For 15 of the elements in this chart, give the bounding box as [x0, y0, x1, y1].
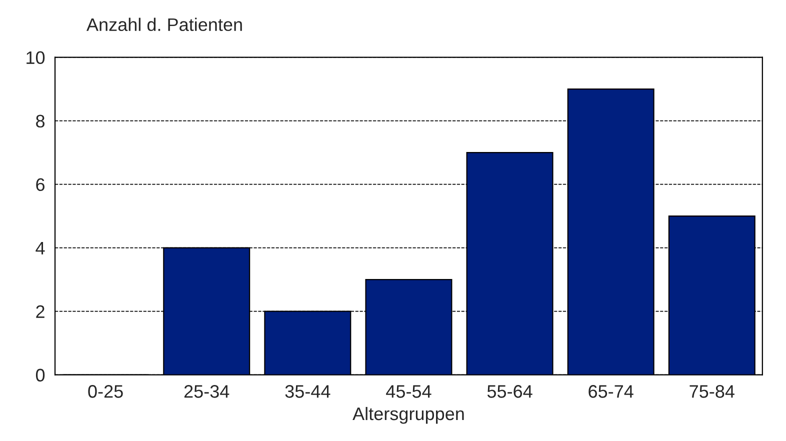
y-tick-label: 6: [36, 178, 45, 192]
x-tick-label: 25-34: [184, 385, 230, 398]
y-tick-label: 2: [36, 305, 44, 318]
y-tick-label: 8: [36, 114, 45, 128]
y-tick-label: 10: [26, 51, 45, 64]
x-tick-label: 75-84: [690, 385, 734, 398]
x-axis-title: Altersgruppen: [352, 406, 464, 424]
x-tick-label: 65-74: [588, 385, 634, 398]
y-axis-title: Anzahl d. Patienten: [86, 18, 242, 32]
x-tick-label: 55-64: [487, 385, 532, 398]
y-tick-label: 4: [36, 242, 45, 254]
x-tick-label: 45-54: [386, 385, 432, 398]
y-tick-label: 0: [36, 368, 45, 382]
x-tick-label: 35-44: [285, 385, 330, 398]
x-tick-label: 0-25: [88, 385, 123, 398]
